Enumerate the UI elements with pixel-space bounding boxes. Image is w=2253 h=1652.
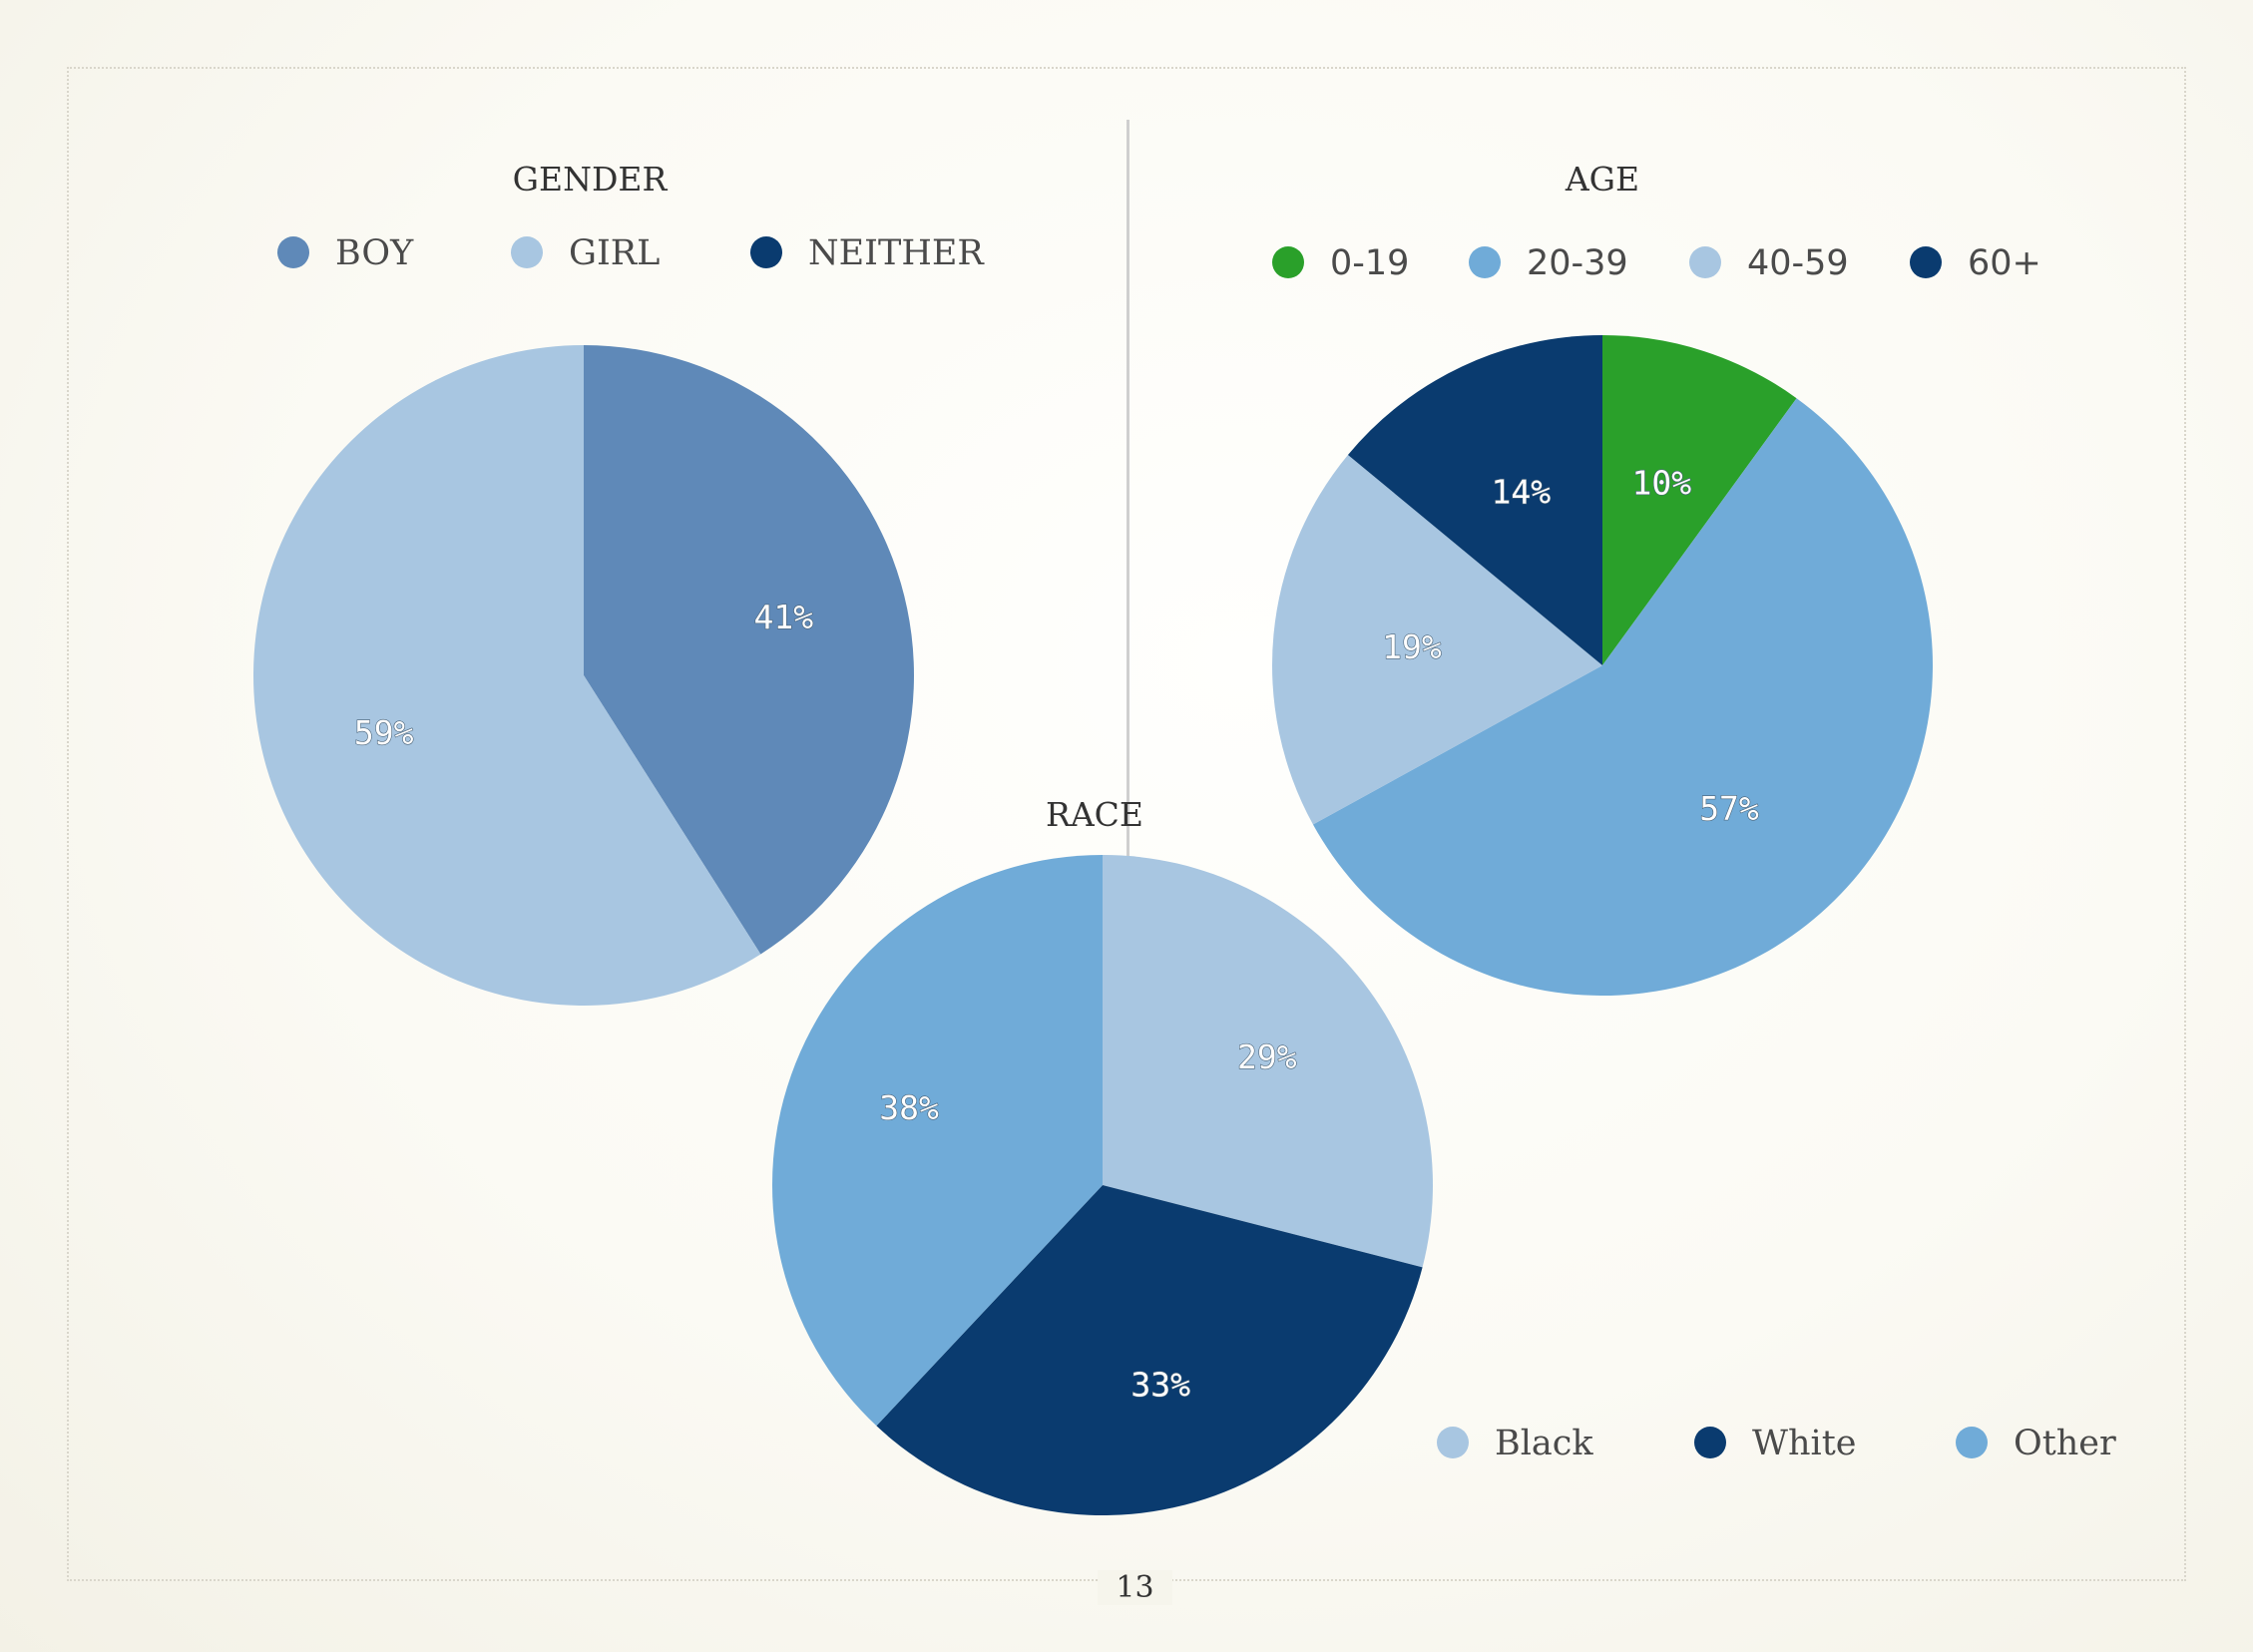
gender-pie-labels: 41% 59% <box>353 597 814 753</box>
age-pie <box>1271 335 1933 997</box>
race-slice-other <box>771 854 1103 1427</box>
age-label-20-39: 57% <box>1699 789 1759 828</box>
age-label-40-59: 19% <box>1382 627 1442 666</box>
race-legend-label-white: White <box>1752 1424 1857 1463</box>
age-pie-labels: 10% 57% 19% 14% <box>1381 463 1759 829</box>
gender-legend: BOY GIRL NEITHER <box>277 233 985 273</box>
race-pie <box>771 854 1433 1516</box>
gender-legend-swatch-neither <box>750 236 782 268</box>
divider-line <box>1126 120 1129 858</box>
age-slice-40-59 <box>1271 455 1602 825</box>
age-legend-label-0-19: 0-19 <box>1330 243 1409 283</box>
race-chart-title: RACE <box>1046 795 1143 834</box>
age-slice-20-39 <box>1312 398 1933 997</box>
age-legend-swatch-60 <box>1910 246 1942 278</box>
race-slice-white <box>876 1185 1423 1516</box>
page-number: 13 <box>1098 1570 1172 1605</box>
age-slice-0-19 <box>1602 335 1797 665</box>
gender-chart-title: GENDER <box>513 160 669 199</box>
gender-slice-boy <box>584 345 914 955</box>
gender-slice-girl <box>252 345 761 1006</box>
age-legend-label-40-59: 40-59 <box>1747 243 1849 283</box>
gender-legend-label-boy: BOY <box>335 233 414 273</box>
age-label-60: 14% <box>1491 472 1551 511</box>
race-legend-swatch-other <box>1956 1427 1988 1458</box>
gender-chart: GENDER BOY GIRL NEITHER 41% 59% <box>252 160 985 1006</box>
gender-label-girl: 59% <box>354 713 414 752</box>
age-label-0-19: 10% <box>1631 463 1691 502</box>
race-slice-black <box>1103 855 1433 1268</box>
race-legend-label-other: Other <box>2014 1424 2116 1463</box>
gender-legend-swatch-boy <box>277 236 309 268</box>
race-legend-swatch-black <box>1437 1427 1469 1458</box>
age-chart: AGE 0-19 20-39 40-59 60+ 10% 57% 19% 14% <box>1271 160 2041 997</box>
age-legend-label-60: 60+ <box>1968 243 2041 283</box>
age-legend-swatch-20-39 <box>1469 246 1501 278</box>
age-legend-swatch-40-59 <box>1689 246 1721 278</box>
race-label-other: 38% <box>879 1088 939 1127</box>
gender-label-boy: 41% <box>753 598 813 636</box>
race-legend-swatch-white <box>1694 1427 1726 1458</box>
race-legend: Black White Other <box>1437 1424 2116 1463</box>
age-chart-title: AGE <box>1565 160 1639 199</box>
age-legend-swatch-0-19 <box>1272 246 1304 278</box>
race-pie-labels: 29% 33% 38% <box>879 1037 1298 1405</box>
age-legend-label-20-39: 20-39 <box>1527 243 1628 283</box>
race-chart: RACE Black White Other 29% 33% 38% <box>771 795 2116 1516</box>
gender-legend-swatch-girl <box>511 236 543 268</box>
race-legend-label-black: Black <box>1495 1424 1593 1463</box>
gender-legend-label-neither: NEITHER <box>808 233 985 273</box>
age-legend: 0-19 20-39 40-59 60+ <box>1272 243 2041 283</box>
gender-legend-label-girl: GIRL <box>569 233 660 273</box>
race-label-black: 29% <box>1237 1037 1297 1076</box>
race-label-white: 33% <box>1130 1365 1190 1404</box>
age-slice-60 <box>1347 335 1602 665</box>
gender-pie <box>252 345 914 1006</box>
